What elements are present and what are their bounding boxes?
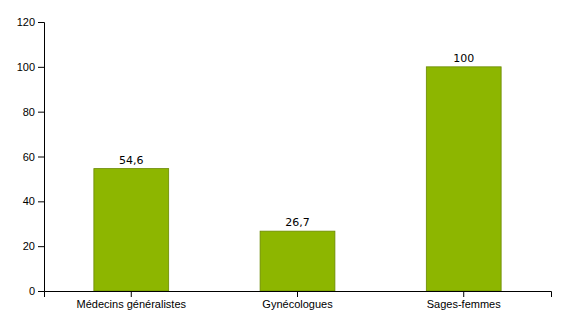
y-axis: 0 20 40 60 80 100 120 <box>17 16 45 297</box>
x-axis-line <box>45 292 552 298</box>
x-tick-label: Médecins généralistes <box>77 298 187 310</box>
y-tick: 20 <box>23 240 44 252</box>
bar <box>94 169 169 291</box>
y-tick-label: 120 <box>17 16 35 28</box>
y-tick-label: 60 <box>23 151 35 163</box>
y-tick: 80 <box>23 106 44 118</box>
y-tick-label: 100 <box>17 61 35 73</box>
y-tick-label: 80 <box>23 106 35 118</box>
y-tick: 120 <box>17 16 44 28</box>
bar <box>426 67 501 291</box>
chart-svg: 0 20 40 60 80 100 120 Médecins généralistes Gyné… <box>0 0 571 323</box>
y-axis-line <box>38 23 45 292</box>
x-axis: Médecins généralistes Gynécologues Sages-f… <box>45 291 552 310</box>
y-tick-mark <box>38 291 44 292</box>
x-tick-label: Sages-femmes <box>427 298 501 310</box>
y-tick-label: 40 <box>23 195 35 207</box>
x-tick: Médecins généralistes <box>77 291 187 310</box>
x-tick-mark <box>131 291 132 297</box>
y-tick-mark <box>38 22 44 23</box>
y-tick-mark <box>38 112 44 113</box>
y-tick: 100 <box>17 61 44 73</box>
data-label: 100 <box>453 52 474 65</box>
y-tick-label: 0 <box>29 285 35 297</box>
x-tick-label: Gynécologues <box>262 298 333 310</box>
y-tick-mark <box>38 246 44 247</box>
bars <box>94 67 501 291</box>
y-tick-mark <box>38 157 44 158</box>
y-tick-label: 20 <box>23 240 35 252</box>
bar <box>260 231 335 291</box>
y-tick-mark <box>38 201 44 202</box>
y-tick: 40 <box>23 195 44 207</box>
data-label: 54,6 <box>119 154 144 167</box>
x-tick: Sages-femmes <box>427 291 501 310</box>
data-labels: 54,6 26,7 100 <box>119 52 474 229</box>
x-tick-mark <box>463 291 464 297</box>
data-label: 26,7 <box>285 216 310 229</box>
y-tick: 0 <box>29 285 44 297</box>
y-tick: 60 <box>23 151 44 163</box>
y-tick-mark <box>38 67 44 68</box>
x-tick: Gynécologues <box>262 291 333 310</box>
plot-area: 0 20 40 60 80 100 120 Médecins généralistes Gyné… <box>17 16 552 310</box>
chart-container: 0 20 40 60 80 100 120 Médecins généralistes Gyné… <box>0 0 571 323</box>
x-tick-mark <box>297 291 298 297</box>
